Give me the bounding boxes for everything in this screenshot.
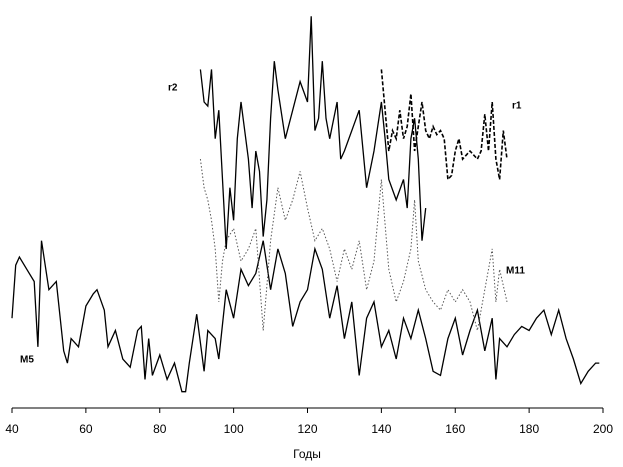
x-tick-label: 100 xyxy=(224,422,244,436)
x-tick-label: 180 xyxy=(519,422,539,436)
x-tick-label: 140 xyxy=(371,422,391,436)
series-label: r1 xyxy=(512,101,522,112)
x-tick-label: 160 xyxy=(445,422,465,436)
x-axis-title: Годы xyxy=(293,447,321,461)
series-label: M5 xyxy=(20,355,34,366)
x-tick-label: 200 xyxy=(593,422,613,436)
x-tick-label: 40 xyxy=(5,422,19,436)
x-tick-label: 120 xyxy=(297,422,317,436)
series-line xyxy=(380,69,508,182)
series-line xyxy=(199,159,508,331)
series-label: M11 xyxy=(506,266,525,277)
x-tick-label: 80 xyxy=(153,422,167,436)
series-label: r2 xyxy=(168,83,178,94)
x-tick-label: 60 xyxy=(79,422,93,436)
series-line xyxy=(199,16,427,249)
series-line xyxy=(11,240,600,393)
